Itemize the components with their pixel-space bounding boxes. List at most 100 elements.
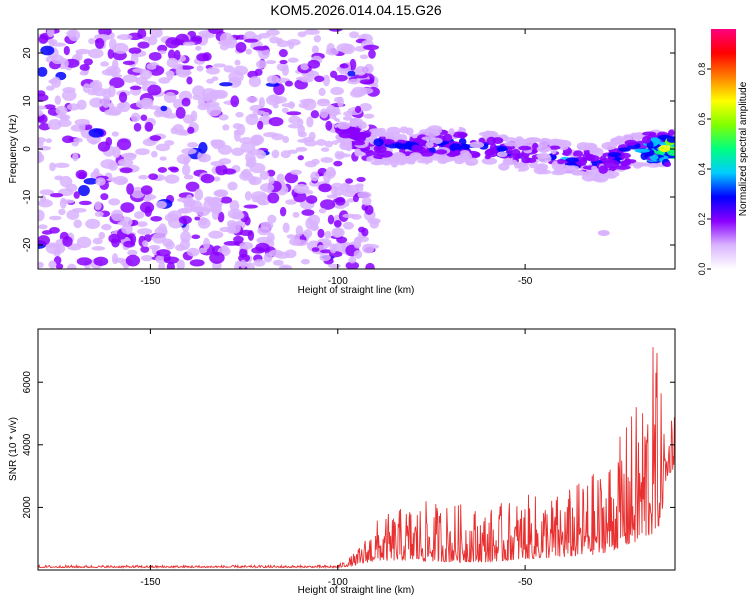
heatmap-noise-cell (279, 206, 287, 217)
heatmap-signal-cell (444, 123, 460, 133)
heatmap-noise-cell (276, 173, 285, 183)
heatmap-noise-cell (192, 94, 201, 101)
heatmap-noise-cell (369, 219, 379, 229)
heatmap-noise-cell (197, 151, 207, 162)
heatmap-noise-cell (186, 76, 193, 85)
heatmap-noise-cell (222, 168, 237, 175)
heatmap-noise-cell (324, 230, 332, 239)
heatmap-noise-cell (268, 116, 284, 127)
heatmap-noise-cell (359, 54, 369, 60)
colorbar-tick-label: 0.2 (697, 213, 707, 226)
heatmap-noise-cell (304, 139, 318, 147)
heatmap-noise-cell (213, 91, 226, 98)
heatmap-noise-cell (304, 29, 320, 35)
heatmap-signal-cell (584, 170, 593, 178)
heatmap-noise-cell (342, 213, 357, 218)
heatmap-noise-cell (76, 257, 92, 266)
heatmap-noise-cell (258, 32, 271, 39)
heatmap-noise-cell (120, 216, 133, 227)
heatmap-signal-cell (608, 171, 620, 178)
heatmap-noise-cell (311, 45, 319, 54)
heatmap-noise-cell (78, 184, 90, 197)
heatmap-noise-cell (336, 236, 348, 244)
heatmap-noise-cell (143, 196, 152, 202)
heatmap-noise-cell (197, 103, 209, 111)
heatmap-noise-cell (282, 136, 290, 143)
heatmap-noise-cell (75, 169, 88, 180)
heatmap-signal-cell (506, 146, 513, 155)
heatmap-noise-cell (365, 262, 375, 269)
heatmap-signal-cell (497, 151, 508, 158)
heatmap-signal-cell (411, 144, 421, 152)
heatmap-noise-cell (177, 197, 192, 203)
heatmap-noise-cell (135, 148, 150, 156)
heatmap-noise-cell (45, 243, 60, 248)
heatmap-noise-cell (164, 174, 180, 184)
heatmap-noise-cell (184, 201, 196, 207)
heatmap-noise-cell (293, 191, 307, 203)
heatmap-noise-cell (281, 265, 289, 269)
heatmap-noise-cell (325, 120, 333, 131)
heatmap-noise-cell (144, 121, 154, 132)
heatmap-noise-cell (210, 161, 225, 167)
heatmap-signal-cell (366, 156, 374, 163)
heatmap-signal-cell (435, 149, 448, 155)
heatmap-noise-cell (208, 230, 224, 239)
heatmap-noise-cell (47, 39, 58, 44)
heatmap-noise-cell (38, 105, 47, 110)
heatmap-noise-cell (267, 214, 277, 224)
heatmap-noise-cell (38, 209, 45, 222)
heatmap-noise-cell (362, 243, 375, 254)
heatmap-noise-cell (326, 194, 339, 199)
heatmap-signal-cell (519, 139, 533, 148)
heatmap-noise-cell (345, 261, 360, 269)
y-tick-label: 0 (22, 146, 33, 152)
heatmap-noise-cell (286, 234, 296, 239)
heatmap-noise-cell (112, 42, 129, 54)
heatmap-noise-cell (62, 87, 76, 94)
heatmap-noise-cell (112, 175, 129, 186)
heatmap-noise-cell (100, 159, 117, 169)
heatmap-noise-cell (272, 259, 284, 266)
heatmap-noise-cell (230, 95, 240, 108)
heatmap-signal-cell (449, 143, 462, 152)
heatmap-noise-cell (38, 66, 48, 77)
heatmap-signal-cell (425, 141, 434, 149)
heatmap-noise-cell (67, 263, 77, 269)
heatmap-noise-cell (363, 113, 375, 119)
heatmap-noise-cell (128, 47, 142, 54)
heatmap-signal-cell (624, 139, 638, 146)
heatmap-noise-cell (180, 70, 192, 76)
colorbar-ticks: 0.0 0.2 0.4 0.6 0.8 (697, 63, 711, 275)
colorbar-tick-label: 0.8 (697, 63, 707, 76)
heatmap-signal-cell (373, 138, 384, 147)
spectrogram-y-ticks: -20 -10 0 10 20 (22, 47, 675, 252)
heatmap-noise-cell (148, 244, 161, 250)
heatmap-noise-cell (227, 181, 238, 191)
heatmap-noise-cell (218, 114, 229, 121)
heatmap-noise-cell (353, 238, 362, 249)
heatmap-noise-cell (233, 211, 244, 220)
heatmap-noise-cell (219, 32, 234, 45)
heatmap-noise-cell (45, 138, 52, 144)
heatmap-signal-cell (448, 128, 455, 137)
heatmap-signal-cell (579, 171, 587, 176)
heatmap-noise-cell (333, 228, 343, 238)
heatmap-noise-cell (356, 176, 366, 183)
snr-x-label: Height of straight line (km) (298, 585, 415, 596)
heatmap-signal-cell (632, 161, 643, 169)
heatmap-noise-cell (55, 105, 68, 116)
y-tick-label: 10 (22, 95, 33, 107)
y-tick-label: 20 (22, 47, 33, 59)
heatmap-noise-cell (66, 209, 80, 220)
heatmap-noise-cell (333, 96, 343, 103)
heatmap-noise-cell (158, 261, 166, 269)
x-tick-label: -50 (518, 276, 533, 287)
heatmap-noise-cell (347, 70, 356, 77)
heatmap-noise-cell (340, 184, 352, 193)
heatmap-noise-cell (169, 167, 179, 173)
heatmap-signal-cell (521, 156, 531, 164)
heatmap-noise-cell (198, 247, 208, 254)
heatmap-signal-cell (392, 155, 401, 162)
